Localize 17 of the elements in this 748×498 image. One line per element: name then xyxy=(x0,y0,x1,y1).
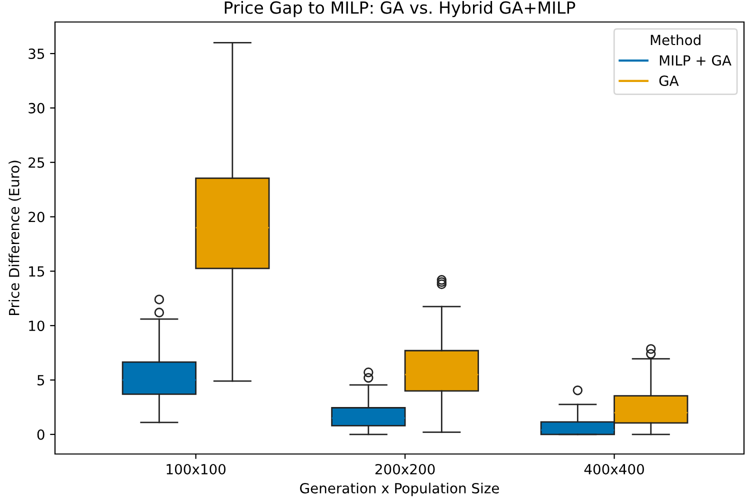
y-tick-label: 35 xyxy=(28,48,44,60)
chart-title: Price Gap to MILP: GA vs. Hybrid GA+MILP xyxy=(224,1,576,18)
x-tick-label: 100x100 xyxy=(166,464,226,474)
y-tick-label: 15 xyxy=(29,266,44,277)
legend-label: MILP + GA xyxy=(660,55,732,66)
x-axis-title: Generation x Population Size xyxy=(300,482,499,496)
y-tick-label: 0 xyxy=(37,429,44,440)
y-tick-label: 25 xyxy=(28,157,44,168)
x-tick-label: 400x400 xyxy=(584,464,644,474)
legend-label: GA xyxy=(659,76,679,86)
y-tick-label: 30 xyxy=(28,102,44,114)
y-tick-label: 20 xyxy=(28,212,44,222)
legend-title: Method xyxy=(650,34,700,46)
y-axis-title: Price Difference (Euro) xyxy=(8,160,21,316)
x-tick-label: 200x200 xyxy=(375,464,435,474)
y-tick-label: 10 xyxy=(29,320,44,332)
y-tick-label: 5 xyxy=(38,375,44,386)
